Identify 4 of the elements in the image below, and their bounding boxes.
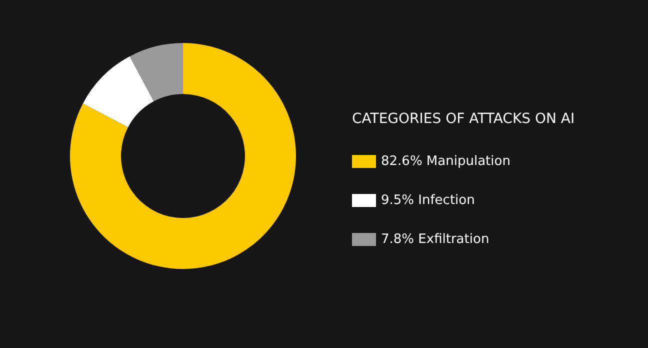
legend-label: 82.6% Manipulation [381,154,510,169]
text: CATEGORIES OF ATTACKS ON AI [352,111,575,127]
legend-label: 7.8% Exfiltration [381,232,490,247]
legend-label: 9.5% Infection [381,193,475,208]
